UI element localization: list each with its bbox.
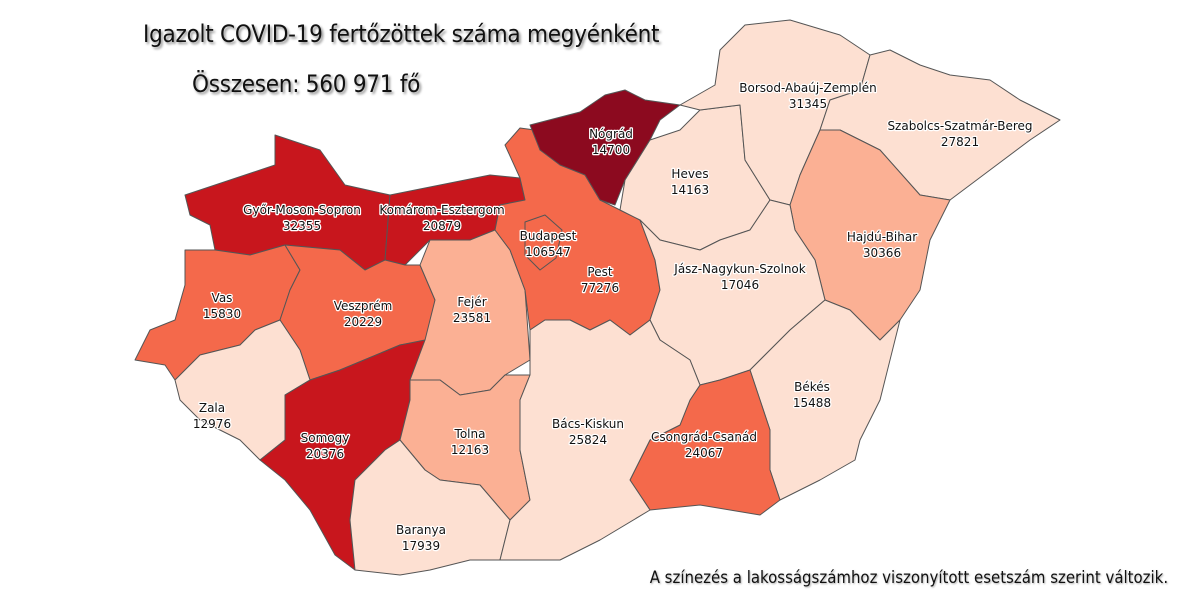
county-cases-tolna: 12163 [451, 443, 489, 457]
county-name-borsod: Borsod-Abaúj-Zemplén [739, 81, 876, 95]
county-name-budapest: Budapest [520, 229, 577, 243]
county-cases-baranya: 17939 [402, 539, 440, 553]
county-cases-bekes: 15488 [793, 396, 831, 410]
county-name-zala: Zala [199, 401, 225, 415]
county-cases-nograd: 14700 [592, 143, 630, 157]
county-name-jasz: Jász-Nagykun-Szolnok [673, 262, 805, 276]
county-cases-jasz: 17046 [721, 278, 759, 292]
county-baranya [349, 439, 511, 576]
county-name-csongrad: Csongrád-Csanád [651, 430, 757, 444]
county-cases-borsod: 31345 [789, 97, 827, 111]
county-name-komarom: Komárom-Esztergom [379, 203, 504, 217]
county-name-somogy: Somogy [301, 431, 350, 445]
county-name-bacs: Bács-Kiskun [552, 417, 624, 431]
county-cases-heves: 14163 [671, 183, 709, 197]
county-cases-szabolcs: 27821 [941, 135, 979, 149]
county-cases-komarom: 20879 [423, 219, 461, 233]
county-name-bekes: Békés [794, 380, 830, 394]
county-cases-csongrad: 24067 [685, 446, 723, 460]
county-name-fejer: Fejér [457, 295, 486, 309]
color-note: A színezés a lakosságszámhoz viszonyítot… [649, 568, 1168, 588]
county-name-veszprem: Veszprém [334, 299, 393, 313]
county-cases-pest: 77276 [581, 281, 619, 295]
county-name-pest: Pest [587, 265, 612, 279]
county-cases-gyor: 32355 [283, 219, 321, 233]
county-cases-somogy: 20376 [306, 447, 344, 461]
county-cases-vas: 15830 [203, 307, 241, 321]
county-name-hajdu: Hajdú-Bihar [847, 230, 917, 244]
county-cases-fejer: 23581 [453, 311, 491, 325]
county-budapest [524, 214, 563, 271]
map-title: Igazolt COVID-19 fertőzöttek száma megyé… [143, 20, 660, 48]
county-cases-bacs: 25824 [569, 433, 607, 447]
county-cases-veszprem: 20229 [344, 315, 382, 329]
county-name-vas: Vas [212, 291, 233, 305]
county-name-nograd: Nógrád [589, 127, 633, 141]
county-name-baranya: Baranya [396, 523, 446, 537]
total-cases: Összesen: 560 971 fő [192, 70, 421, 98]
county-cases-budapest: 106547 [525, 245, 571, 259]
county-name-gyor: Győr-Moson-Sopron [243, 203, 361, 217]
county-name-tolna: Tolna [454, 427, 486, 441]
county-cases-hajdu: 30366 [863, 246, 901, 260]
county-bekes [749, 299, 901, 501]
county-name-heves: Heves [671, 167, 708, 181]
county-name-szabolcs: Szabolcs-Szatmár-Bereg [887, 119, 1032, 133]
county-cases-zala: 12976 [193, 417, 231, 431]
county-bacs [499, 319, 701, 561]
